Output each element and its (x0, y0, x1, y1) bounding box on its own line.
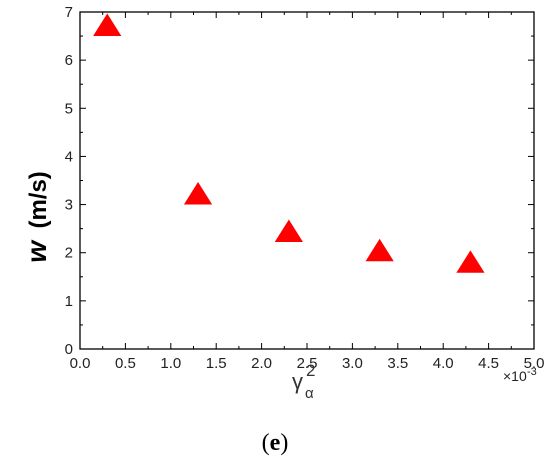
y-axis-label-unit: (m/s) (25, 171, 52, 228)
panel-label-close: ) (280, 430, 288, 456)
x-axis-multiplier-exponent: -3 (527, 366, 537, 378)
x-tick-label: 4.5 (478, 355, 499, 372)
y-tick-label: 3 (65, 197, 73, 214)
x-axis-label-subscript: α (305, 385, 314, 402)
y-tick-label: 5 (65, 100, 73, 117)
x-tick-label: 1.0 (160, 355, 181, 372)
x-tick-label: 0.0 (70, 355, 91, 372)
data-point-triangle (183, 182, 213, 205)
x-axis-label-symbol: γ (292, 369, 303, 394)
y-axis-ticks: 0 1 2 3 4 5 6 7 (65, 4, 534, 358)
panel-label-open: ( (262, 430, 270, 456)
x-tick-label: 4.0 (433, 355, 454, 372)
y-tick-label: 4 (65, 148, 73, 165)
y-axis-label-variable: w (21, 239, 52, 263)
y-tick-label: 6 (65, 52, 73, 69)
x-tick-label: 2.5 (297, 355, 318, 372)
x-tick-label: 1.5 (206, 355, 227, 372)
y-tick-label: 0 (65, 341, 73, 358)
x-axis-multiplier: ×10 -3 (503, 366, 537, 384)
x-tick-label: 5.0 (524, 355, 545, 372)
x-axis-label: γ 2 α (292, 361, 315, 402)
y-tick-label: 7 (65, 4, 73, 21)
data-point-triangle (365, 238, 394, 262)
x-tick-label: 3.0 (342, 355, 363, 372)
data-point-triangle (456, 250, 485, 273)
x-axis-label-superscript: 2 (306, 361, 315, 380)
plot-area-frame (79, 11, 535, 350)
y-axis-label: w (m/s) (21, 171, 52, 263)
y-tick-label: 2 (65, 245, 73, 262)
panel-label: (e) (262, 430, 289, 456)
data-point-triangle (274, 219, 303, 242)
x-tick-label: 0.5 (115, 355, 136, 372)
x-tick-label: 3.5 (387, 355, 408, 372)
x-axis-multiplier-base: ×10 (503, 368, 527, 384)
x-tick-label: 2.0 (251, 355, 272, 372)
x-axis-ticks: 0.0 0.5 1.0 1.5 2.0 2.5 3.0 3.5 4.0 4.5 5.0 (70, 12, 545, 372)
data-point-triangle (93, 13, 122, 36)
y-tick-label: 1 (65, 293, 73, 310)
data-points (93, 13, 485, 273)
panel-label-letter: e (270, 430, 281, 456)
